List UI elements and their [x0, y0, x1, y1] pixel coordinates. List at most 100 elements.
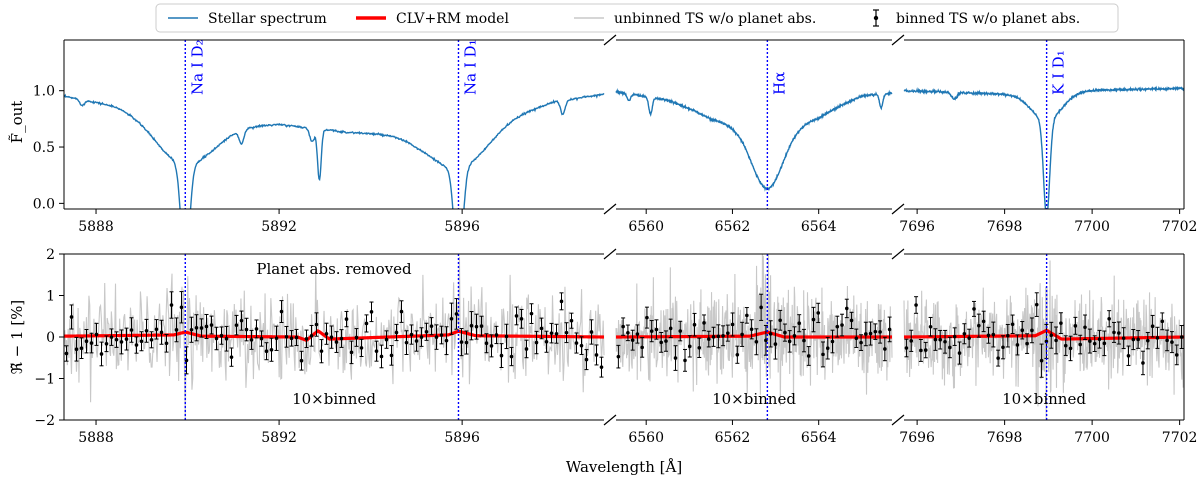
binned-marker: [444, 338, 449, 343]
binned-point: [957, 341, 962, 365]
binned-point: [554, 323, 559, 344]
binned-point: [579, 336, 584, 356]
binned-marker: [849, 318, 854, 323]
binned-point: [239, 310, 244, 331]
binned-marker: [584, 357, 589, 362]
binned-point: [778, 309, 783, 331]
binned-point: [224, 325, 229, 352]
binned-marker: [264, 349, 269, 354]
binned-marker: [630, 338, 635, 342]
y-tick-label-bot: 1: [46, 289, 55, 305]
binned-point: [863, 321, 868, 347]
binned-point: [434, 324, 439, 350]
binned-point: [659, 331, 664, 353]
binned-marker: [324, 331, 329, 336]
binned-marker: [1150, 324, 1155, 329]
binned-marker: [479, 324, 484, 328]
binned-point: [154, 319, 159, 340]
binned-marker: [294, 335, 299, 340]
binned-point: [504, 323, 509, 350]
binned-point: [84, 328, 89, 354]
binned-marker: [254, 327, 259, 331]
binned-point: [324, 322, 329, 345]
binned-marker: [745, 313, 749, 318]
binned-marker: [224, 336, 229, 341]
binned-marker: [589, 330, 594, 334]
annotation-0: Planet abs. removed: [256, 260, 412, 278]
binned-marker: [489, 344, 494, 348]
binned-marker: [259, 336, 264, 341]
binned-point: [854, 328, 859, 348]
binned-point: [304, 329, 309, 349]
binned-point: [489, 334, 494, 358]
binned-marker: [239, 318, 244, 323]
binned-marker: [1015, 343, 1020, 347]
binned-point: [1005, 323, 1010, 348]
binned-point: [844, 298, 849, 319]
binned-point: [918, 338, 923, 362]
binned-marker: [124, 337, 129, 341]
binned-marker: [645, 315, 649, 320]
annotation-2: 10×binned: [712, 390, 796, 408]
binned-point: [933, 328, 938, 351]
binned-marker: [754, 339, 759, 344]
binned-marker: [972, 307, 976, 311]
axis-break-mark: [603, 203, 617, 215]
binned-marker: [429, 324, 434, 328]
binned-point: [209, 315, 214, 335]
binned-marker: [1034, 302, 1039, 307]
x-axis-label: Wavelength [Å]: [566, 458, 682, 476]
binned-marker: [673, 356, 678, 360]
binned-marker: [716, 334, 721, 339]
binned-point: [144, 318, 149, 343]
binned-point: [164, 333, 169, 353]
binned-point: [499, 343, 504, 369]
binned-marker: [986, 333, 991, 338]
binned-point: [625, 324, 630, 342]
binned-marker: [499, 353, 504, 358]
binned-marker: [494, 333, 499, 337]
binned-point: [952, 327, 957, 346]
x-tick-label-na: 5892: [261, 219, 297, 235]
binned-point: [749, 319, 754, 340]
x-tick-label-k: 7696: [899, 219, 935, 235]
binned-point: [134, 336, 139, 354]
binned-marker: [544, 339, 549, 344]
binned-marker: [683, 358, 687, 363]
x-tick-label-ha: 6564: [801, 219, 837, 235]
binned-marker: [349, 350, 354, 355]
binned-marker: [1054, 338, 1058, 343]
binned-marker: [64, 351, 69, 356]
binned-marker: [721, 333, 725, 338]
binned-point: [706, 330, 711, 348]
binned-point: [74, 336, 79, 362]
x-tick-label-ha: 6564: [801, 430, 837, 446]
binned-marker: [773, 342, 778, 346]
binned-point: [730, 312, 735, 337]
y-tick-label-top: 0.5: [33, 140, 55, 156]
binned-point: [697, 337, 702, 358]
binned-marker: [792, 334, 797, 338]
binned-marker: [659, 340, 664, 345]
binned-point: [349, 340, 354, 365]
binned-point: [594, 344, 599, 366]
binned-point: [524, 339, 529, 359]
binned-point: [109, 328, 114, 346]
binned-marker: [194, 325, 199, 330]
binned-point: [249, 329, 254, 350]
binned-point: [359, 338, 364, 357]
binned-marker: [109, 335, 114, 339]
binned-marker: [991, 332, 996, 337]
axis-break-mark: [891, 248, 905, 260]
binned-marker: [1136, 337, 1140, 342]
binned-point: [199, 318, 204, 338]
binned-point: [124, 327, 129, 351]
binned-marker: [539, 326, 544, 331]
binned-marker: [599, 365, 604, 369]
binned-marker: [962, 331, 967, 336]
binned-point: [868, 321, 873, 346]
binned-marker: [883, 347, 887, 351]
binned-point: [1116, 321, 1121, 345]
binned-point: [1015, 334, 1020, 356]
